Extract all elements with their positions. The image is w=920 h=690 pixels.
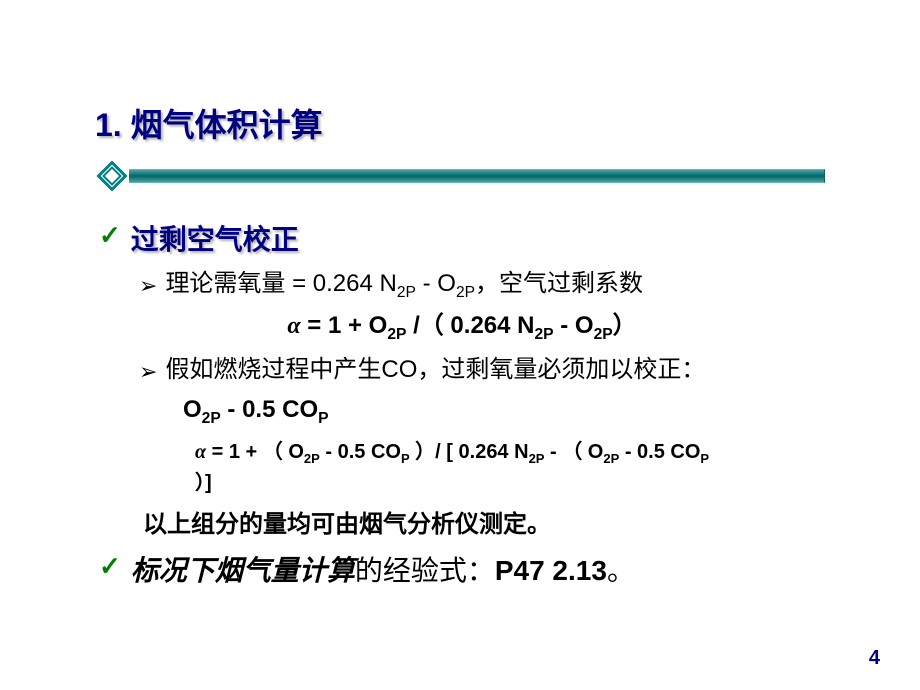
arrow-icon: ➢ xyxy=(139,269,157,302)
bullet-2-text: 假如燃烧过程中产生CO，过剩氧量必须加以校正： xyxy=(165,352,705,388)
divider xyxy=(95,160,825,192)
bullet-1-text: 理论需氧量 = 0.264 N2P - O2P，空气过剩系数 xyxy=(165,266,643,304)
section-1-label: 过剩空气校正 xyxy=(131,218,299,258)
formula-3: α = 1 + （ O2P - 0.5 COP ）/ [ 0.264 N2P -… xyxy=(195,437,825,499)
section-2: ✓ 标况下烟气量计算的经验式：P47 2.13。 xyxy=(99,549,825,589)
arrow-icon: ➢ xyxy=(139,355,157,388)
formula-2: O2P - 0.5 COP xyxy=(183,392,825,430)
check-icon: ✓ xyxy=(99,551,121,582)
diamond-icon xyxy=(95,160,129,192)
section-1: ✓ 过剩空气校正 xyxy=(99,218,825,258)
note-line: 以上组分的量均可由烟气分析仪测定。 xyxy=(143,504,825,539)
slide: 1. 烟气体积计算 ✓ 过剩空气校正 ➢ 理论需氧量 = 0.264 N2P -… xyxy=(0,0,920,690)
bullet-1: ➢ 理论需氧量 = 0.264 N2P - O2P，空气过剩系数 xyxy=(139,266,825,304)
section-2-text: 标况下烟气量计算的经验式：P47 2.13。 xyxy=(131,549,635,589)
check-icon: ✓ xyxy=(99,220,121,251)
formula-1: α = 1 + O2P /（ 0.264 N2P - O2P） xyxy=(99,308,825,346)
divider-bar xyxy=(129,169,825,183)
slide-title: 1. 烟气体积计算 xyxy=(95,100,825,146)
bullet-2: ➢ 假如燃烧过程中产生CO，过剩氧量必须加以校正： xyxy=(139,352,825,388)
content-area: ✓ 过剩空气校正 ➢ 理论需氧量 = 0.264 N2P - O2P，空气过剩系… xyxy=(95,218,825,589)
page-number: 4 xyxy=(869,647,880,670)
